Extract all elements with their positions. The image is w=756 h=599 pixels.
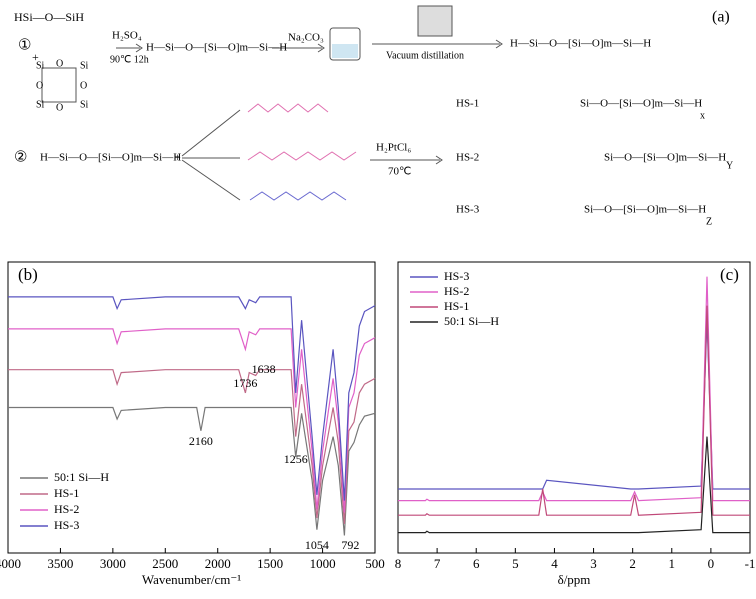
scheme-text: Si—O—[Si—O]m—Si—H bbox=[580, 98, 702, 110]
scheme-text: x bbox=[700, 110, 705, 121]
legend-label: HS-3 bbox=[444, 269, 469, 283]
monomer-1 bbox=[247, 103, 329, 113]
x-tick-label: 2000 bbox=[205, 556, 231, 571]
scheme-text: Si bbox=[80, 99, 89, 110]
scheme-text: H—Si—O—[Si—O]m—Si—H bbox=[510, 38, 651, 50]
scheme-text: ② bbox=[14, 149, 27, 165]
legend-label: HS-1 bbox=[54, 486, 79, 500]
x-tick-label: 3 bbox=[590, 556, 597, 571]
spectrum-line bbox=[8, 296, 376, 501]
scheme-text: Si bbox=[80, 60, 89, 71]
panel-label: (b) bbox=[18, 265, 38, 284]
scheme-text: H₂PtCl₆ bbox=[376, 142, 411, 154]
monomer-2 bbox=[247, 151, 357, 161]
scheme-text: Si bbox=[36, 60, 45, 71]
x-tick-label: 7 bbox=[434, 556, 441, 571]
x-tick-label: 5 bbox=[512, 556, 519, 571]
arrow-head bbox=[317, 43, 325, 53]
scheme-text: Na₂CO₃ bbox=[288, 32, 324, 44]
annotation: 1256 bbox=[284, 452, 308, 466]
spectrum-line bbox=[8, 369, 376, 524]
legend-label: 50:1 Si—H bbox=[444, 314, 499, 328]
panel-frames bbox=[7, 261, 751, 554]
arrow-head bbox=[135, 43, 143, 53]
scheme-shapes bbox=[41, 5, 503, 201]
scheme-text: H₂SO₄ bbox=[112, 30, 142, 42]
scheme-text: + bbox=[32, 50, 39, 64]
beaker bbox=[329, 27, 361, 61]
panel-label: (c) bbox=[720, 265, 739, 284]
scheme-text: HSi—O—SiH bbox=[14, 10, 84, 24]
scheme-text: HS-1 bbox=[456, 98, 479, 110]
x-tick-label: 2500 bbox=[152, 556, 178, 571]
legend-label: HS-1 bbox=[444, 299, 469, 313]
legend-label: 50:1 Si—H bbox=[54, 470, 109, 484]
x-tick-label: 500 bbox=[365, 556, 385, 571]
scheme-text: Vacuum distillation bbox=[386, 50, 464, 61]
x-tick-label: 2 bbox=[629, 556, 636, 571]
scheme-text: O bbox=[56, 58, 63, 69]
scheme-text: ① bbox=[18, 37, 31, 53]
annotation: 792 bbox=[341, 538, 359, 552]
annotation: 1638 bbox=[252, 362, 276, 376]
scheme-text: Y bbox=[726, 160, 733, 171]
spectrum-line bbox=[398, 305, 750, 516]
x-tick-label: 8 bbox=[395, 556, 402, 571]
evaporator bbox=[417, 5, 453, 37]
beaker-liquid bbox=[332, 44, 358, 58]
x-axis-label: Wavenumber/cm⁻¹ bbox=[142, 572, 241, 587]
scheme-text: Z bbox=[706, 216, 712, 227]
annotation: 1736 bbox=[233, 376, 257, 390]
x-tick-label: 6 bbox=[473, 556, 480, 571]
arrow-head bbox=[435, 155, 443, 165]
spectrum-line bbox=[398, 276, 750, 502]
scheme-text: 70℃ bbox=[388, 166, 411, 178]
scheme-text: Si—O—[Si—O]m—Si—H bbox=[584, 204, 706, 216]
x-axis-label: δ/ppm bbox=[558, 572, 591, 587]
scheme-text: HS-3 bbox=[456, 204, 480, 216]
x-tick-label: 1000 bbox=[310, 556, 336, 571]
legend-label: HS-2 bbox=[444, 284, 469, 298]
spectrum-line bbox=[8, 406, 376, 536]
scheme-text: 90℃ 12h bbox=[110, 54, 149, 65]
legend-label: HS-2 bbox=[54, 502, 79, 516]
scheme-text: HS-2 bbox=[456, 152, 479, 164]
x-tick-label: 1500 bbox=[257, 556, 283, 571]
scheme-text: (a) bbox=[712, 9, 730, 26]
arrow-head bbox=[495, 39, 503, 49]
scheme-text: H—Si—O—[Si—O]m—Si—H bbox=[40, 152, 181, 164]
spectrum-line bbox=[398, 436, 750, 534]
scheme-text: O bbox=[56, 102, 63, 113]
monomer-3 bbox=[249, 191, 347, 201]
annotation: 1054 bbox=[305, 538, 329, 552]
x-tick-label: 3000 bbox=[100, 556, 126, 571]
legend-label: HS-3 bbox=[54, 518, 79, 532]
x-tick-label: 4 bbox=[551, 556, 558, 571]
ring bbox=[41, 67, 77, 103]
scheme-text: H—Si—O—[Si—O]m—Si—H bbox=[146, 42, 287, 54]
scheme-text: Si bbox=[36, 99, 45, 110]
scheme-text: + bbox=[174, 150, 181, 164]
annotation: 2160 bbox=[189, 434, 213, 448]
x-tick-label: 1 bbox=[669, 556, 676, 571]
x-tick-label: 3500 bbox=[47, 556, 73, 571]
arrow bbox=[181, 109, 241, 157]
scheme-text: O bbox=[80, 80, 87, 91]
x-tick-label: 0 bbox=[708, 556, 715, 571]
x-tick-label: 4000 bbox=[0, 556, 21, 571]
x-tick-label: -1 bbox=[745, 556, 756, 571]
scheme-text: Si—O—[Si—O]m—Si—H bbox=[604, 152, 726, 164]
plot-frame bbox=[397, 261, 751, 554]
scheme-text: O bbox=[36, 80, 43, 91]
arrow bbox=[181, 159, 241, 201]
spectrum-line bbox=[398, 320, 750, 490]
